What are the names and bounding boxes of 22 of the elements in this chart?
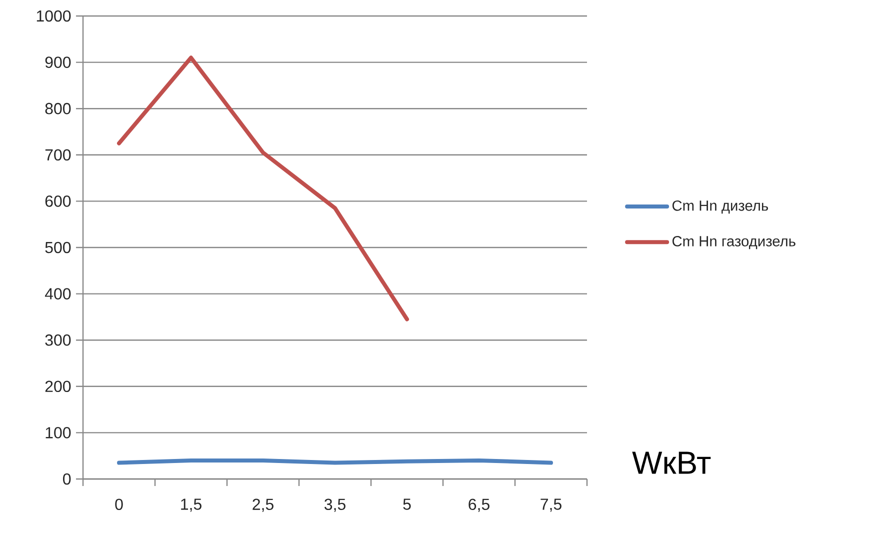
y-tick-label: 200 — [45, 380, 71, 392]
y-tick-label: 900 — [45, 56, 71, 68]
x-tick-label: 0 — [115, 498, 123, 510]
y-tick-label: 300 — [45, 334, 71, 346]
y-tick-label: 800 — [45, 102, 71, 114]
x-tick-label: 5 — [403, 498, 411, 510]
y-tick-label: 400 — [44, 288, 71, 300]
legend-label: Cm Hn газодизель — [672, 236, 796, 250]
y-tick-label: 500 — [45, 242, 71, 254]
y-tick-label: 700 — [45, 149, 71, 161]
x-axis-title: WкВт — [632, 452, 711, 474]
legend-label: Cm Hn дизель — [672, 200, 768, 214]
x-tick-label: 3,5 — [324, 498, 346, 512]
y-tick-label: 600 — [45, 196, 71, 207]
x-tick-label: 6,5 — [468, 498, 490, 512]
y-tick-label: 1000 — [36, 10, 71, 22]
line-series — [117, 56, 409, 322]
x-tick-label: 2,5 — [252, 498, 274, 512]
y-tick-label: 0 — [63, 473, 71, 485]
y-tick-label: 100 — [46, 427, 71, 438]
x-tick-label: 7,5 — [540, 498, 562, 512]
x-tick-label: 1,5 — [181, 498, 202, 512]
